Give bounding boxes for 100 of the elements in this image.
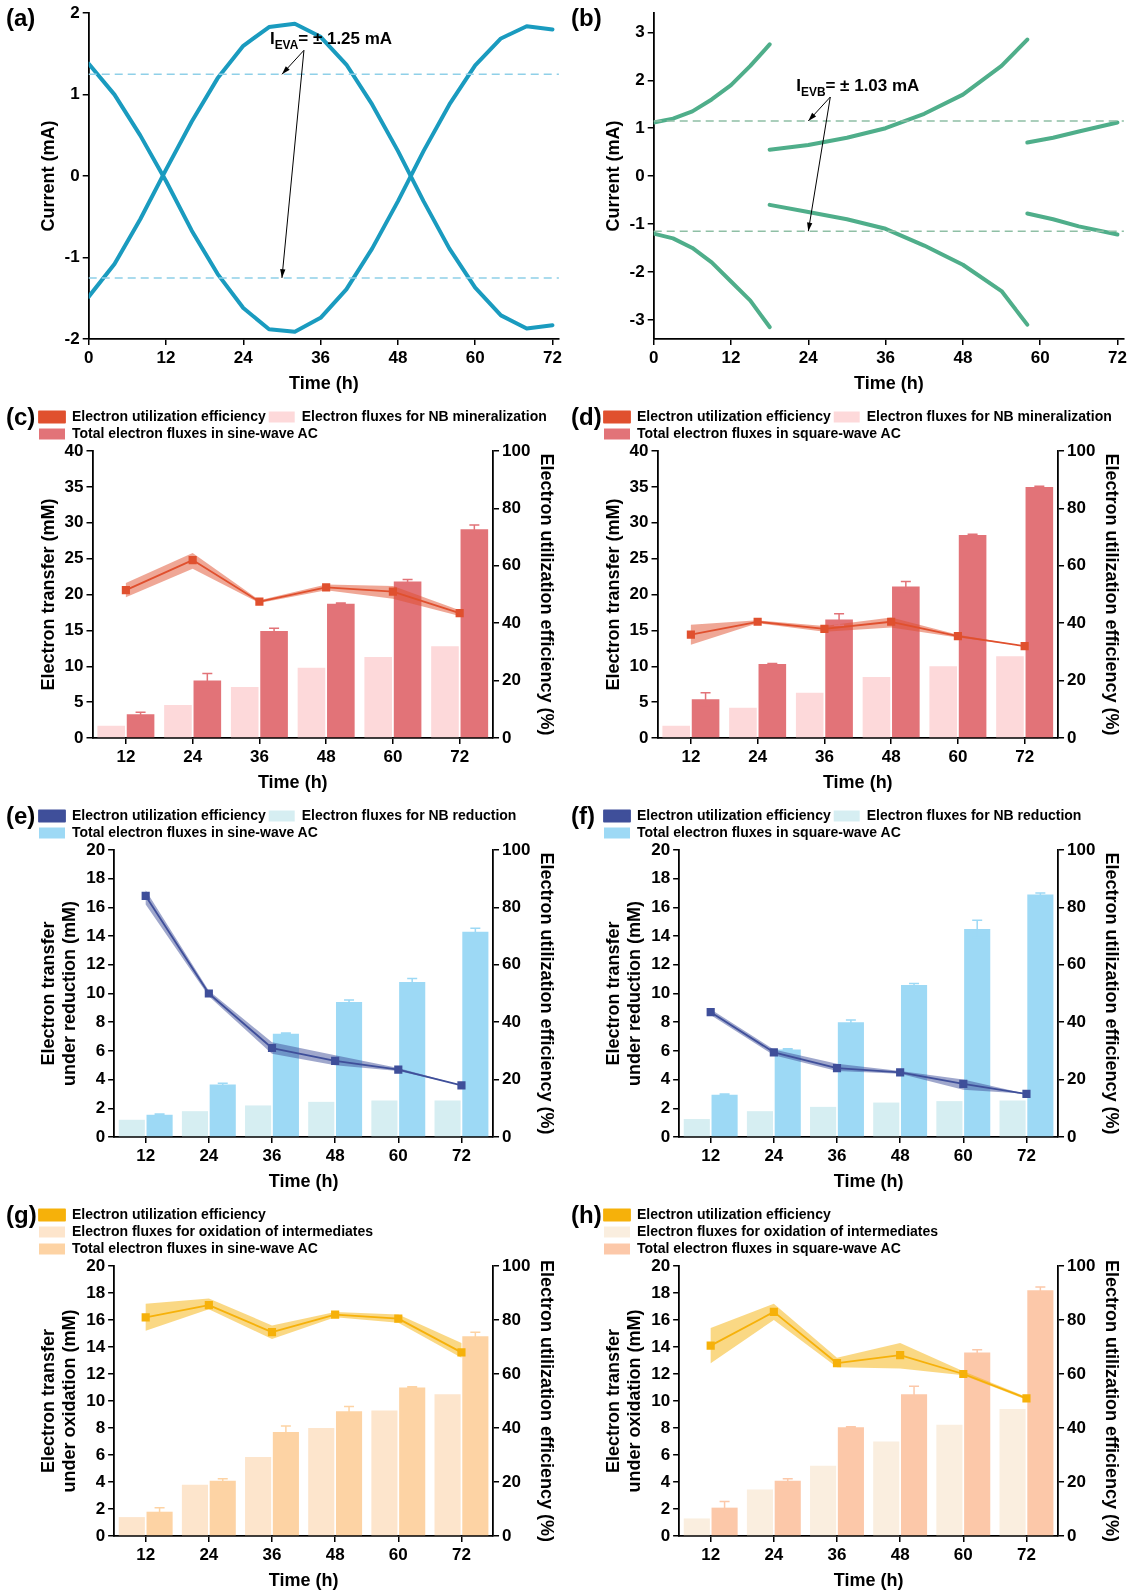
legend-label: Electron fluxes for NB mineralization xyxy=(866,407,1112,424)
y-tick-label: 2 xyxy=(95,1498,106,1518)
x-axis-title: Time (h) xyxy=(257,772,328,793)
y2-tick-label: 100 xyxy=(1067,1255,1096,1275)
bar xyxy=(936,1101,963,1137)
y-tick-label: 20 xyxy=(651,1255,671,1275)
point xyxy=(394,1065,403,1074)
x-tick-label: 60 xyxy=(953,1544,973,1564)
bar xyxy=(335,1002,363,1137)
point xyxy=(896,1351,905,1360)
y-tick-label: 12 xyxy=(86,954,106,974)
y2-axis-title: Electron utilization efficiency (%) xyxy=(537,453,558,736)
y2-tick-label: 80 xyxy=(1067,1309,1086,1329)
x-tick-label: 12 xyxy=(681,746,701,766)
legend-label: Electron utilization efficiency xyxy=(72,407,266,424)
y-tick-label: -3 xyxy=(629,309,645,329)
y2-tick-label: 60 xyxy=(502,954,521,974)
x-tick-label: 60 xyxy=(388,1544,408,1564)
point xyxy=(896,1068,905,1077)
x-axis-title: Time (h) xyxy=(822,772,893,793)
bar xyxy=(873,1102,900,1137)
y2-tick-label: 80 xyxy=(502,897,521,917)
x-axis-title: Time (h) xyxy=(268,1570,339,1591)
y-tick-label: 0 xyxy=(74,727,84,747)
bar xyxy=(146,1511,173,1536)
bar xyxy=(662,725,691,738)
bar xyxy=(230,687,259,738)
bar xyxy=(164,705,192,738)
y2-tick-label: 0 xyxy=(1067,727,1077,747)
x-axis-title: Time (h) xyxy=(833,1570,904,1591)
legend-label: Electron utilization efficiency xyxy=(72,806,266,823)
y-tick-label: 1 xyxy=(635,117,645,137)
bar xyxy=(297,667,326,738)
point xyxy=(686,630,695,639)
point xyxy=(706,1008,715,1017)
bar xyxy=(364,656,393,738)
point xyxy=(388,587,397,596)
x-tick-label: 48 xyxy=(325,1145,345,1165)
y-tick-label: 15 xyxy=(64,620,84,640)
y2-tick-label: 80 xyxy=(502,498,521,518)
y-axis-title: Electron transfer under oxidation (mM) xyxy=(602,1309,645,1493)
y-tick-label: 0 xyxy=(639,727,649,747)
x-tick-label: 12 xyxy=(721,347,741,367)
y2-tick-label: 60 xyxy=(502,555,521,575)
y2-tick-label: 0 xyxy=(1067,1126,1077,1146)
bar xyxy=(958,534,987,738)
bar xyxy=(837,1022,864,1137)
point xyxy=(121,586,130,595)
x-tick-label: 36 xyxy=(249,746,269,766)
y-axis-title: Electron transfer (mM) xyxy=(37,498,58,691)
chart-title: (f) xyxy=(571,802,595,830)
y-tick-label: 10 xyxy=(651,1390,671,1410)
y2-tick-label: 60 xyxy=(1067,954,1086,974)
y-tick-label: 6 xyxy=(660,1444,671,1464)
bar xyxy=(209,1480,236,1536)
bar xyxy=(900,984,928,1137)
point xyxy=(141,1313,150,1322)
point xyxy=(331,1310,340,1319)
x-axis-title: Time (h) xyxy=(288,373,359,394)
y-tick-label: 35 xyxy=(629,476,649,496)
x-tick-label: 36 xyxy=(827,1544,847,1564)
legend-label: Electron utilization efficiency xyxy=(637,806,831,823)
x-axis-title: Time (h) xyxy=(268,1171,339,1192)
legend-label: Electron fluxes for oxidation of intermediates xyxy=(72,1222,374,1239)
y-tick-label: 2 xyxy=(660,1498,671,1518)
y-tick-label: 4 xyxy=(95,1471,106,1491)
x-tick-label: 12 xyxy=(116,746,136,766)
y2-tick-label: 20 xyxy=(502,1069,521,1089)
bar xyxy=(999,1409,1026,1536)
point xyxy=(832,1064,842,1073)
bar xyxy=(181,1484,209,1536)
legend-label: Electron utilization efficiency xyxy=(637,1205,831,1222)
y-tick-label: 0 xyxy=(70,165,80,185)
y-tick-label: 4 xyxy=(95,1069,106,1089)
x-tick-label: 24 xyxy=(233,347,254,367)
x-tick-label: 60 xyxy=(465,347,485,367)
bar xyxy=(308,1428,335,1536)
y-tick-label: 16 xyxy=(86,897,106,917)
y-tick-label: 16 xyxy=(86,1309,106,1329)
x-tick-label: 72 xyxy=(450,746,470,766)
legend-label: Total electron fluxes in square-wave AC xyxy=(637,1239,901,1256)
y2-tick-label: 0 xyxy=(502,1126,512,1146)
y2-tick-label: 20 xyxy=(1067,1471,1086,1491)
bar xyxy=(862,677,891,738)
point xyxy=(457,1348,466,1357)
x-axis-title: Time (h) xyxy=(853,373,924,394)
chart-title: (a) xyxy=(6,4,36,32)
point xyxy=(188,555,197,565)
y-tick-label: 0 xyxy=(635,165,645,185)
legend-label: Total electron fluxes in sine-wave AC xyxy=(72,424,318,441)
y-axis-title: Electron transfer under oxidation (mM) xyxy=(37,1309,80,1493)
y2-tick-label: 60 xyxy=(502,1363,521,1383)
y-tick-label: 14 xyxy=(86,925,106,945)
point xyxy=(255,597,264,606)
bar xyxy=(393,581,422,738)
y-axis-title: Electron transfer (mM) xyxy=(602,498,623,691)
y-tick-label: 10 xyxy=(64,655,84,675)
y-tick-label: 35 xyxy=(64,476,84,496)
y-tick-label: 5 xyxy=(74,691,84,711)
bar xyxy=(999,1100,1026,1137)
